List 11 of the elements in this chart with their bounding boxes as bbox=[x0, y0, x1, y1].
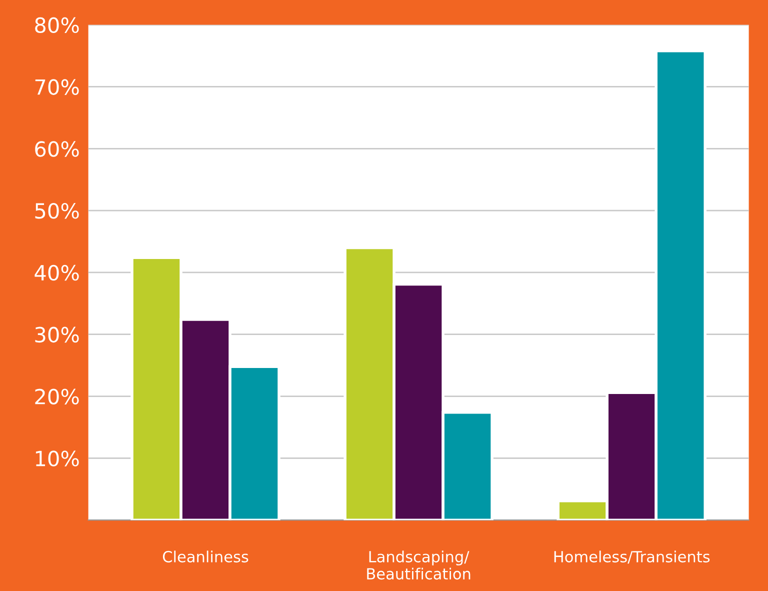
x-tick-label: Cleanliness bbox=[162, 550, 248, 562]
x-tick-label: Landscaping/ Beautification bbox=[367, 550, 470, 580]
y-tick-label: 20% bbox=[35, 388, 79, 404]
y-tick-label: 10% bbox=[36, 450, 79, 466]
y-tick-label: 80% bbox=[35, 17, 79, 34]
y-tick-label: 50% bbox=[35, 202, 79, 219]
y-tick-label: 40% bbox=[34, 264, 79, 281]
y-tick-label: 30% bbox=[35, 326, 79, 343]
y-tick-label: 70% bbox=[35, 79, 79, 95]
y-tick-label: 60% bbox=[35, 141, 79, 157]
x-tick-label: Homeless/Transients bbox=[554, 550, 710, 564]
